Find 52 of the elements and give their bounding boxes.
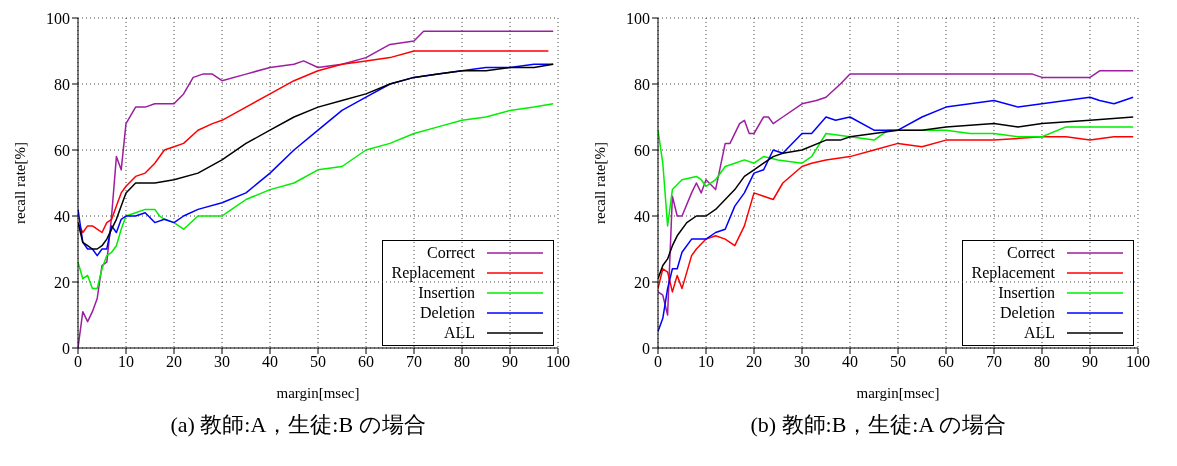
line-series xyxy=(78,50,550,234)
legend-label: Correct xyxy=(427,243,475,263)
text: (b) 教師:B，生徒:A の場合 xyxy=(749,411,1007,439)
legend-label: ALL xyxy=(443,323,475,343)
x-tick-label: 60 xyxy=(938,353,954,371)
x-tick-label: 80 xyxy=(1034,353,1050,371)
line-series xyxy=(658,126,1134,227)
x-tick-label: 70 xyxy=(986,353,1002,371)
x-tick-label: 20 xyxy=(166,353,182,371)
legend-label: Insertion xyxy=(418,283,475,303)
y-tick-label: 40 xyxy=(54,207,70,225)
x-tick-label: 100 xyxy=(1126,353,1150,371)
x-tick-label: 90 xyxy=(502,353,518,371)
legend-label: Replacement xyxy=(971,263,1055,283)
x-tick-label: 80 xyxy=(454,353,470,371)
x-tick-label: 0 xyxy=(74,353,82,371)
y-tick-label: 100 xyxy=(46,9,70,27)
legend-label: Deletion xyxy=(999,303,1055,323)
text: (a) 教師:A，生徒:B の場合 xyxy=(169,411,427,439)
x-tick-label: 10 xyxy=(118,353,134,371)
x-tick-label: 0 xyxy=(654,353,662,371)
x-tick-label: 30 xyxy=(214,353,230,371)
x-tick-label: 90 xyxy=(1082,353,1098,371)
x-tick-label: 50 xyxy=(310,353,326,371)
y-axis-title: recall rate[%] xyxy=(592,141,609,225)
y-tick-label: 60 xyxy=(634,141,650,159)
y-tick-label: 60 xyxy=(54,141,70,159)
x-axis-title: margin[msec] xyxy=(276,385,360,401)
y-tick-label: 20 xyxy=(634,273,650,291)
y-axis-title: recall rate[%] xyxy=(12,141,29,225)
x-tick-label: 20 xyxy=(746,353,762,371)
y-tick-label: 0 xyxy=(62,339,70,357)
y-tick-label: 80 xyxy=(634,75,650,93)
legend-label: ALL xyxy=(1023,323,1055,343)
legend-label: Deletion xyxy=(419,303,475,323)
y-tick-label: 40 xyxy=(634,207,650,225)
y-tick-label: 100 xyxy=(626,9,650,27)
x-tick-label: 40 xyxy=(842,353,858,371)
legend-label: Correct xyxy=(1007,243,1055,263)
x-tick-label: 30 xyxy=(794,353,810,371)
x-tick-label: 60 xyxy=(358,353,374,371)
legend-label: Replacement xyxy=(391,263,475,283)
y-tick-label: 20 xyxy=(54,273,70,291)
legend-label: Insertion xyxy=(998,283,1055,303)
x-tick-label: 50 xyxy=(890,353,906,371)
x-tick-label: 100 xyxy=(546,353,570,371)
y-tick-label: 0 xyxy=(642,339,650,357)
x-tick-label: 10 xyxy=(698,353,714,371)
x-tick-label: 40 xyxy=(262,353,278,371)
x-axis-title: margin[msec] xyxy=(856,385,940,401)
x-tick-label: 70 xyxy=(406,353,422,371)
y-tick-label: 80 xyxy=(54,75,70,93)
